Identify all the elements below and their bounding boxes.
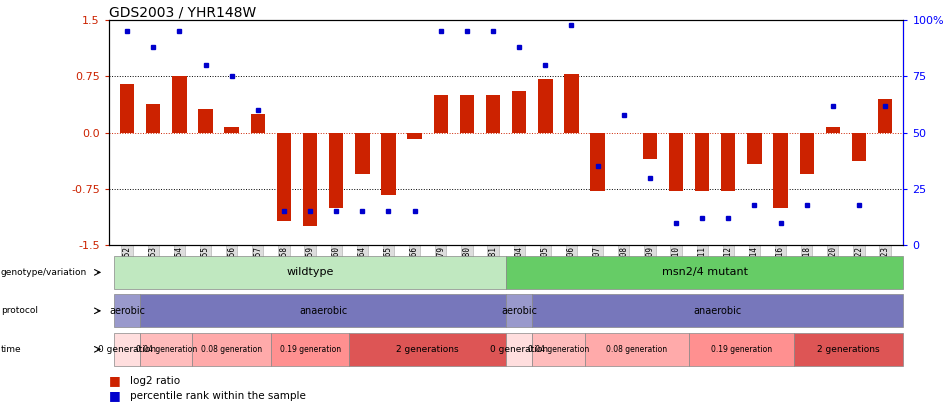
- Bar: [642, 133, 657, 159]
- Text: ■: ■: [109, 374, 120, 387]
- FancyBboxPatch shape: [506, 294, 533, 327]
- Text: msn2/4 mutant: msn2/4 mutant: [662, 267, 747, 277]
- Text: 2 generations: 2 generations: [817, 345, 880, 354]
- Bar: [460, 95, 474, 133]
- FancyBboxPatch shape: [192, 333, 271, 366]
- Text: anaerobic: anaerobic: [693, 306, 742, 316]
- FancyBboxPatch shape: [506, 333, 533, 366]
- Bar: [146, 104, 161, 133]
- Text: 0.08 generation: 0.08 generation: [201, 345, 262, 354]
- Bar: [747, 133, 762, 164]
- Text: anaerobic: anaerobic: [299, 306, 347, 316]
- Text: 2 generations: 2 generations: [396, 345, 459, 354]
- Bar: [564, 74, 579, 133]
- Text: 0 generation: 0 generation: [490, 345, 549, 354]
- FancyBboxPatch shape: [349, 333, 506, 366]
- FancyBboxPatch shape: [271, 333, 349, 366]
- Bar: [408, 133, 422, 139]
- FancyBboxPatch shape: [533, 294, 903, 327]
- Bar: [199, 109, 213, 133]
- Bar: [695, 133, 710, 191]
- Bar: [277, 133, 291, 221]
- FancyBboxPatch shape: [533, 333, 585, 366]
- Text: wildtype: wildtype: [287, 267, 334, 277]
- Bar: [669, 133, 683, 191]
- Bar: [381, 133, 395, 195]
- Text: genotype/variation: genotype/variation: [1, 268, 87, 277]
- Text: 0.19 generation: 0.19 generation: [710, 345, 772, 354]
- Text: 0.19 generation: 0.19 generation: [279, 345, 341, 354]
- Text: 0.04 generation: 0.04 generation: [528, 345, 589, 354]
- FancyBboxPatch shape: [689, 333, 794, 366]
- Text: aerobic: aerobic: [501, 306, 537, 316]
- Bar: [826, 127, 840, 133]
- Text: 0.04 generation: 0.04 generation: [135, 345, 197, 354]
- Bar: [303, 133, 317, 226]
- Text: GDS2003 / YHR148W: GDS2003 / YHR148W: [109, 5, 256, 19]
- Bar: [486, 95, 500, 133]
- Bar: [721, 133, 735, 191]
- Bar: [355, 133, 370, 174]
- FancyBboxPatch shape: [794, 333, 903, 366]
- Bar: [774, 133, 788, 207]
- Bar: [172, 77, 186, 133]
- Text: aerobic: aerobic: [109, 306, 145, 316]
- FancyBboxPatch shape: [114, 294, 140, 327]
- FancyBboxPatch shape: [506, 256, 903, 289]
- Text: protocol: protocol: [1, 306, 38, 315]
- Bar: [799, 133, 814, 174]
- Bar: [224, 128, 238, 133]
- Bar: [433, 95, 448, 133]
- Bar: [851, 133, 867, 161]
- Text: percentile rank within the sample: percentile rank within the sample: [130, 391, 306, 401]
- Bar: [512, 92, 526, 133]
- Text: ■: ■: [109, 389, 120, 402]
- FancyBboxPatch shape: [114, 333, 140, 366]
- Bar: [251, 114, 265, 133]
- FancyBboxPatch shape: [114, 256, 506, 289]
- Text: time: time: [1, 345, 22, 354]
- Text: log2 ratio: log2 ratio: [130, 376, 180, 386]
- FancyBboxPatch shape: [140, 333, 192, 366]
- Text: 0 generation: 0 generation: [98, 345, 156, 354]
- Bar: [538, 79, 552, 133]
- Bar: [590, 133, 604, 191]
- Bar: [120, 84, 134, 133]
- Bar: [878, 99, 892, 133]
- FancyBboxPatch shape: [585, 333, 689, 366]
- Text: 0.08 generation: 0.08 generation: [606, 345, 667, 354]
- Bar: [329, 133, 343, 207]
- FancyBboxPatch shape: [140, 294, 506, 327]
